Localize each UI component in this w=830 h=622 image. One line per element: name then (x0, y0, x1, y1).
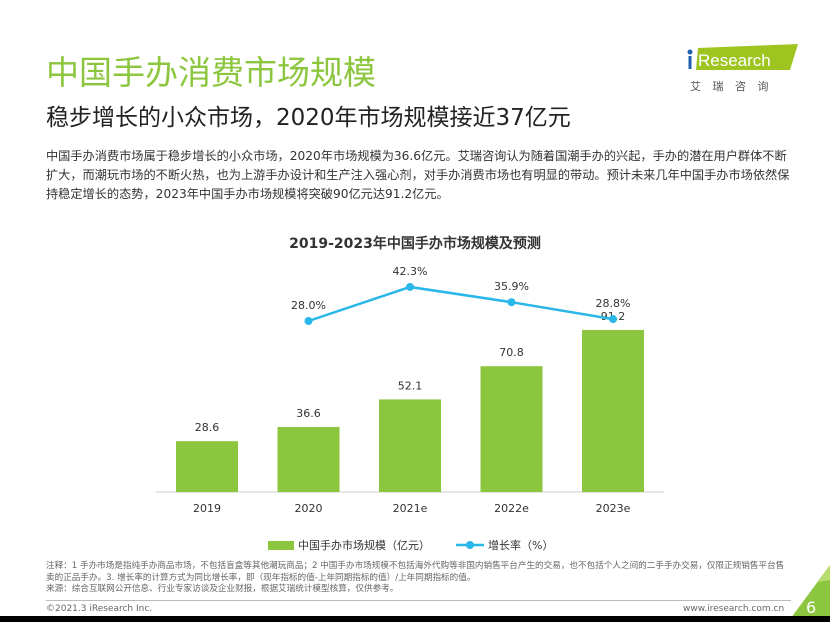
bar (480, 366, 543, 492)
footnotes: 注释：1 手办市场是指纯手办商品市场，不包括盲盒等其他潮玩商品；2 中国手办市场… (46, 561, 786, 596)
description: 中国手办消费市场属于稳步增长的小众市场，2020年市场规模为36.6亿元。艾瑞咨… (46, 149, 790, 201)
bar (379, 399, 441, 492)
x-tick-label: 2022e (494, 502, 529, 515)
x-tick-label: 2020 (295, 502, 323, 515)
growth-label: 28.0% (291, 299, 326, 312)
corner-decoration (788, 565, 830, 622)
legend-line-marker (466, 541, 474, 549)
footer-divider (46, 600, 791, 601)
growth-point (507, 298, 516, 307)
bar-label: 52.1 (398, 379, 423, 392)
growth-label: 42.3% (393, 265, 428, 278)
x-tick-label: 2021e (393, 502, 428, 515)
website-link[interactable]: www.iresearch.com.cn (683, 604, 785, 614)
legend-bar-swatch (268, 541, 294, 550)
bar (582, 329, 644, 492)
chart: 28.6201936.6202052.12021e70.82022e91.220… (156, 265, 664, 552)
growth-label: 35.9% (494, 280, 529, 293)
bottom-bar (0, 616, 830, 622)
growth-line (308, 285, 614, 323)
x-tick-label: 2019 (193, 502, 221, 515)
bar (277, 426, 340, 492)
legend-bar-label: 中国手办市场规模（亿元） (298, 538, 430, 552)
svg-text:艾 瑞 咨 询: 艾 瑞 咨 询 (690, 79, 773, 93)
growth-point (304, 317, 313, 325)
growth-point (406, 282, 414, 291)
page-number: 6 (806, 598, 817, 617)
x-tick-label: 2023e (596, 502, 631, 515)
svg-text:Research: Research (698, 51, 771, 70)
bar-label: 28.6 (195, 421, 220, 434)
source-text: 来源：综合互联网公开信息、行业专家访谈及企业财报，根据艾瑞统计模型核算，仅供参考… (46, 584, 399, 594)
page-subtitle: 稳步增长的小众市场，2020年市场规模接近37亿元 (46, 105, 571, 131)
growth-label: 28.8% (596, 297, 631, 310)
iresearch-logo: Research 艾 瑞 咨 询 (687, 44, 798, 93)
bar-label: 36.6 (296, 407, 321, 420)
growth-point (609, 315, 617, 324)
copyright: ©2021.3 iResearch Inc. (46, 604, 153, 614)
chart-title: 2019-2023年中国手办市场规模及预测 (289, 236, 541, 252)
bar (176, 441, 238, 492)
notes-text: 注释：1 手办市场是指纯手办商品市场，不包括盲盒等其他潮玩商品；2 中国手办市场… (46, 561, 785, 583)
page-title: 中国手办消费市场规模 (46, 53, 376, 92)
legend-line-label: 增长率（%） (488, 538, 553, 552)
bar-label: 70.8 (499, 346, 524, 359)
